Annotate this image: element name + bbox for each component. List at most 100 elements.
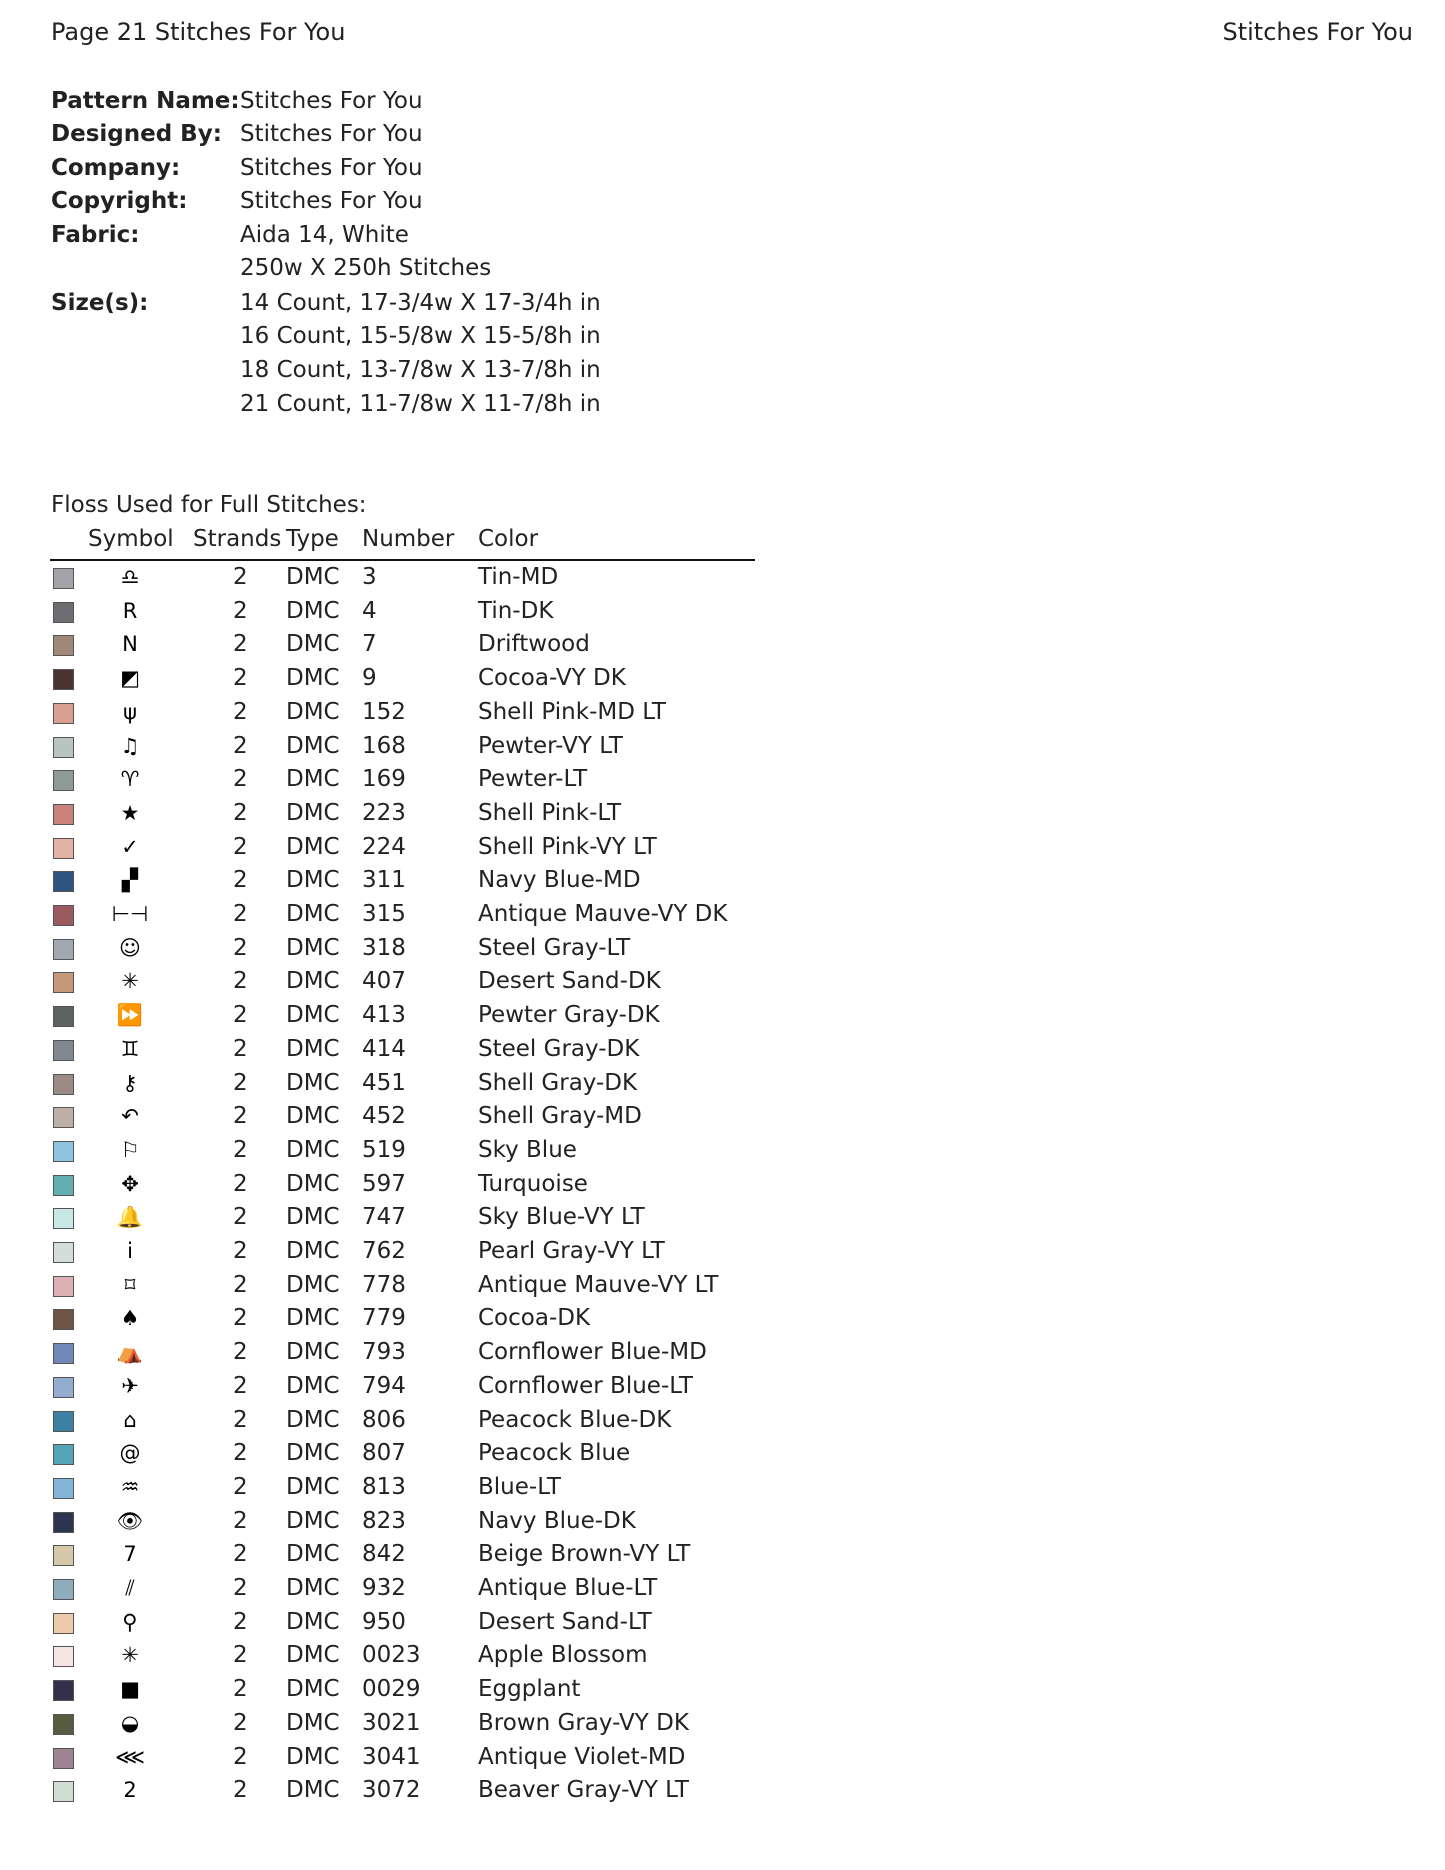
number-cell: 807 — [362, 1440, 406, 1467]
info-label: Fabric: — [51, 222, 140, 248]
info-value: 14 Count, 17-3/4w X 17-3/4h in — [240, 290, 601, 316]
color-name-cell: Shell Pink-MD LT — [478, 698, 666, 725]
color-swatch — [53, 905, 74, 926]
color-name-cell: Desert Sand-DK — [478, 968, 661, 995]
type-cell: DMC — [286, 1238, 340, 1264]
type-cell: DMC — [286, 1676, 340, 1703]
type-cell: DMC — [286, 1035, 340, 1062]
type-cell: DMC — [286, 1473, 340, 1500]
color-swatch — [53, 1309, 74, 1331]
number-cell: 4 — [362, 597, 377, 624]
number-cell: 823 — [362, 1507, 406, 1534]
strands-cell: 2 — [233, 1103, 248, 1130]
strands-cell: 2 — [233, 1406, 248, 1433]
type-cell: DMC — [286, 766, 340, 793]
type-cell: DMC — [286, 1204, 340, 1231]
type-cell: DMC — [286, 1709, 340, 1736]
symbol-icon: i — [127, 1239, 133, 1263]
strands-cell: 2 — [233, 1473, 248, 1500]
color-swatch — [53, 669, 74, 691]
color-name-cell: Sky Blue-VY LT — [478, 1204, 645, 1231]
color-swatch — [53, 1107, 74, 1129]
table-row: ⌑ 2 DMC 778 Antique Mauve-VY LT — [0, 1268, 760, 1302]
number-cell: 813 — [362, 1473, 406, 1500]
color-name-cell: Shell Gray-MD — [478, 1103, 642, 1130]
color-swatch — [53, 1275, 74, 1297]
symbol-icon: ☺ — [119, 935, 141, 960]
type-cell: DMC — [286, 1002, 340, 1029]
table-row: 👁 2 DMC 823 Navy Blue-DK — [0, 1504, 760, 1538]
type-cell: DMC — [286, 1575, 340, 1601]
number-cell: 597 — [362, 1170, 406, 1197]
number-cell: 224 — [362, 833, 406, 860]
type-cell: DMC — [286, 1608, 340, 1635]
number-cell: 793 — [362, 1339, 406, 1366]
color-name-cell: Pewter-VY LT — [478, 732, 623, 759]
table-row: ✳ 2 DMC 0023 Apple Blossom — [0, 1638, 760, 1672]
number-cell: 794 — [362, 1372, 406, 1399]
table-row: ♒ 2 DMC 813 Blue-LT — [0, 1470, 760, 1504]
symbol-icon: ♎ — [120, 565, 140, 589]
color-swatch — [53, 803, 74, 825]
number-cell: 413 — [362, 1002, 406, 1029]
table-row: ⛺ 2 DMC 793 Cornflower Blue-MD — [0, 1335, 760, 1369]
type-cell: DMC — [286, 732, 340, 759]
number-cell: 0023 — [362, 1642, 421, 1669]
header-rule — [50, 559, 755, 561]
table-row: ▞ 2 DMC 311 Navy Blue-MD — [0, 863, 760, 897]
info-value: 16 Count, 15-5/8w X 15-5/8h in — [240, 323, 601, 349]
color-swatch — [53, 601, 74, 623]
table-row: ⚲ 2 DMC 950 Desert Sand-LT — [0, 1605, 760, 1639]
info-label: Copyright: — [51, 188, 188, 214]
table-row: i 2 DMC 762 Pearl Gray-VY LT — [0, 1234, 760, 1268]
table-row: ⊢⊣ 2 DMC 315 Antique Mauve-VY DK — [0, 897, 760, 931]
color-name-cell: Cocoa-DK — [478, 1305, 591, 1332]
info-value: Stitches For You — [240, 155, 423, 181]
number-cell: 452 — [362, 1103, 406, 1130]
color-name-cell: Desert Sand-LT — [478, 1608, 652, 1635]
info-value: Stitches For You — [240, 121, 423, 147]
symbol-icon: ◩ — [120, 666, 140, 691]
color-swatch — [53, 1680, 74, 1702]
type-cell: DMC — [286, 1170, 340, 1197]
info-value: 250w X 250h Stitches — [240, 255, 492, 281]
info-value: Stitches For You — [240, 188, 423, 214]
color-name-cell: Antique Blue-LT — [478, 1575, 658, 1601]
number-cell: 842 — [362, 1541, 406, 1568]
table-row: ✳ 2 DMC 407 Desert Sand-DK — [0, 964, 760, 998]
type-cell: DMC — [286, 1642, 340, 1669]
number-cell: 3 — [362, 564, 377, 590]
symbol-icon: ▞ — [121, 868, 139, 893]
type-cell: DMC — [286, 901, 340, 927]
number-cell: 223 — [362, 799, 406, 826]
symbol-icon: ↶ — [121, 1104, 139, 1129]
strands-cell: 2 — [233, 1372, 248, 1399]
info-value: 18 Count, 13-7/8w X 13-7/8h in — [240, 357, 601, 383]
number-cell: 3021 — [362, 1709, 421, 1736]
color-swatch — [53, 1545, 74, 1567]
table-row: ⏩ 2 DMC 413 Pewter Gray-DK — [0, 998, 760, 1032]
strands-cell: 2 — [233, 665, 248, 692]
color-swatch — [53, 837, 74, 859]
symbol-icon: ⚐ — [120, 1137, 140, 1162]
color-name-cell: Turquoise — [478, 1170, 588, 1197]
col-header-color: Color — [478, 526, 539, 552]
symbol-icon: ⌂ — [123, 1407, 137, 1432]
type-cell: DMC — [286, 1103, 340, 1130]
color-swatch — [53, 1781, 74, 1803]
table-row: 2 2 DMC 3072 Beaver Gray-VY LT — [0, 1773, 760, 1807]
symbol-icon: ♊ — [120, 1036, 140, 1061]
strands-cell: 2 — [233, 1035, 248, 1062]
color-swatch — [53, 1713, 74, 1735]
strands-cell: 2 — [233, 766, 248, 793]
table-row: N 2 DMC 7 Driftwood — [0, 627, 760, 661]
symbol-icon: ⚲ — [122, 1609, 138, 1634]
strands-cell: 2 — [233, 698, 248, 725]
table-row: ■ 2 DMC 0029 Eggplant — [0, 1672, 760, 1706]
color-name-cell: Sky Blue — [478, 1136, 577, 1163]
type-cell: DMC — [286, 968, 340, 995]
symbol-icon: N — [122, 632, 138, 657]
symbol-icon: ★ — [120, 800, 140, 825]
color-name-cell: Pewter-LT — [478, 766, 588, 793]
symbol-icon: ✈ — [121, 1373, 139, 1398]
